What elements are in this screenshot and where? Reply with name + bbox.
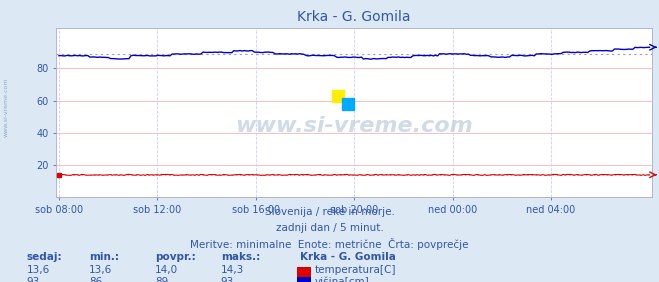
Text: www.si-vreme.com: www.si-vreme.com <box>4 78 9 137</box>
Text: zadnji dan / 5 minut.: zadnji dan / 5 minut. <box>275 223 384 233</box>
Text: 14,3: 14,3 <box>221 265 244 275</box>
Text: 89: 89 <box>155 277 168 282</box>
Text: 93: 93 <box>221 277 234 282</box>
Text: Slovenija / reke in morje.: Slovenija / reke in morje. <box>264 207 395 217</box>
Text: 13,6: 13,6 <box>89 265 112 275</box>
Text: 93: 93 <box>26 277 40 282</box>
Text: 14,0: 14,0 <box>155 265 178 275</box>
Text: 86: 86 <box>89 277 102 282</box>
Text: temperatura[C]: temperatura[C] <box>314 265 396 275</box>
Text: 13,6: 13,6 <box>26 265 49 275</box>
Text: povpr.:: povpr.: <box>155 252 196 262</box>
Text: min.:: min.: <box>89 252 119 262</box>
Text: maks.:: maks.: <box>221 252 260 262</box>
Title: Krka - G. Gomila: Krka - G. Gomila <box>297 10 411 24</box>
Text: Meritve: minimalne  Enote: metrične  Črta: povprečje: Meritve: minimalne Enote: metrične Črta:… <box>190 238 469 250</box>
Text: višina[cm]: višina[cm] <box>314 277 369 282</box>
Text: sedaj:: sedaj: <box>26 252 62 262</box>
Text: Krka - G. Gomila: Krka - G. Gomila <box>300 252 395 262</box>
Text: www.si-vreme.com: www.si-vreme.com <box>235 116 473 136</box>
